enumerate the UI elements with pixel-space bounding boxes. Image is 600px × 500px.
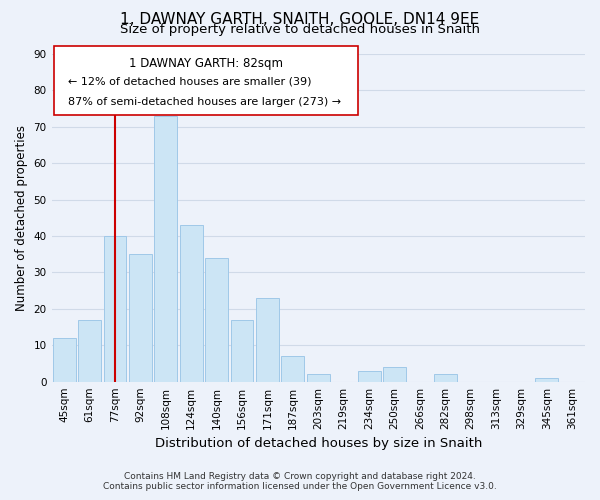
Bar — [281, 356, 304, 382]
Bar — [53, 338, 76, 382]
Bar — [230, 320, 253, 382]
Text: Contains HM Land Registry data © Crown copyright and database right 2024.: Contains HM Land Registry data © Crown c… — [124, 472, 476, 481]
Bar — [256, 298, 279, 382]
Bar — [154, 116, 177, 382]
Bar — [205, 258, 228, 382]
Text: 1, DAWNAY GARTH, SNAITH, GOOLE, DN14 9EE: 1, DAWNAY GARTH, SNAITH, GOOLE, DN14 9EE — [121, 12, 479, 28]
Bar — [104, 236, 127, 382]
Bar — [180, 225, 203, 382]
X-axis label: Distribution of detached houses by size in Snaith: Distribution of detached houses by size … — [155, 437, 482, 450]
Y-axis label: Number of detached properties: Number of detached properties — [15, 125, 28, 311]
Bar — [307, 374, 330, 382]
Bar — [78, 320, 101, 382]
Text: ← 12% of detached houses are smaller (39): ← 12% of detached houses are smaller (39… — [68, 77, 311, 87]
FancyBboxPatch shape — [54, 46, 358, 114]
Bar — [535, 378, 559, 382]
Bar — [383, 367, 406, 382]
Text: 1 DAWNAY GARTH: 82sqm: 1 DAWNAY GARTH: 82sqm — [129, 58, 283, 70]
Bar — [129, 254, 152, 382]
Bar — [358, 371, 380, 382]
Text: Size of property relative to detached houses in Snaith: Size of property relative to detached ho… — [120, 24, 480, 36]
Text: 87% of semi-detached houses are larger (273) →: 87% of semi-detached houses are larger (… — [68, 96, 341, 106]
Text: Contains public sector information licensed under the Open Government Licence v3: Contains public sector information licen… — [103, 482, 497, 491]
Bar — [434, 374, 457, 382]
